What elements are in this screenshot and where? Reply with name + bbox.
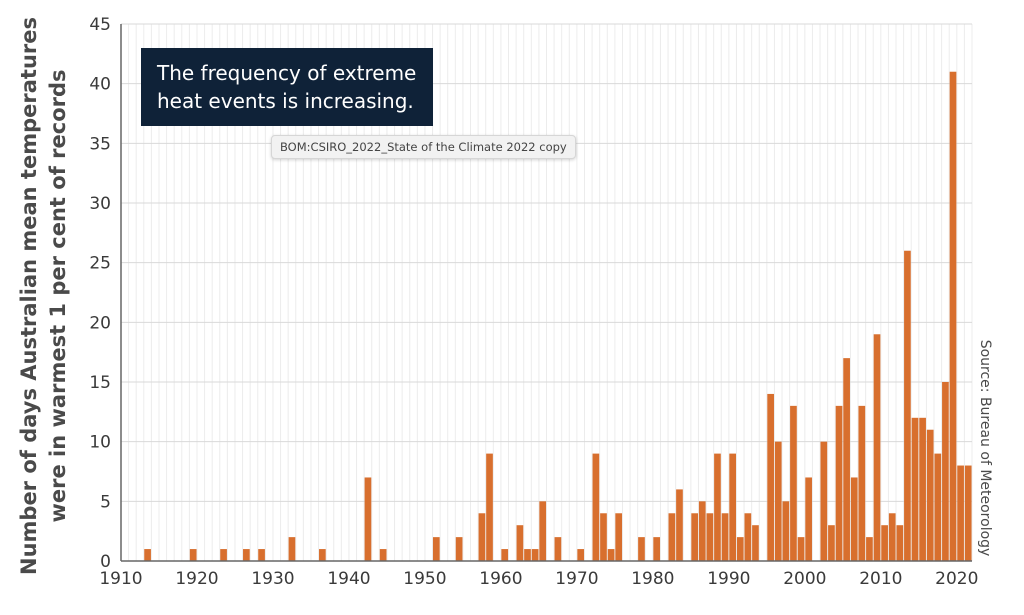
x-tick-label: 2010 [859, 569, 902, 589]
y-tick-label: 20 [89, 313, 111, 333]
y-tick-label: 5 [100, 492, 111, 512]
bar [934, 453, 942, 561]
bar [524, 549, 531, 561]
grid-lines [120, 23, 973, 562]
x-tick-label: 1990 [707, 569, 750, 589]
bar [288, 537, 296, 561]
bar [873, 334, 881, 561]
axes [120, 24, 972, 562]
y-tick-label: 15 [89, 373, 111, 393]
bar [220, 549, 227, 561]
bar [911, 417, 919, 561]
bar [714, 453, 721, 561]
y-tick-label: 35 [89, 134, 111, 154]
bar [774, 441, 782, 561]
bar [676, 489, 683, 561]
x-tick-label: 1980 [631, 569, 674, 589]
file-name-tag: BOM:CSIRO_2022_State of the Climate 2022… [271, 135, 576, 159]
callout-line-2: heat events is increasing. [157, 89, 414, 113]
y-axis-label-line2: were in warmest 1 per cent of records [46, 69, 70, 522]
bar [516, 525, 524, 561]
bar [850, 477, 858, 561]
x-tick-label: 1960 [479, 569, 522, 589]
bar [501, 549, 509, 561]
x-tick-label: 1970 [555, 569, 598, 589]
x-tick-label: 1920 [175, 569, 218, 589]
bar [243, 549, 250, 561]
bars [144, 71, 972, 561]
tick-labels: 1910 1920 1930 1940 1950 1960 1970 1980 1990 2000… [89, 15, 978, 589]
bar [607, 549, 615, 561]
bar [638, 537, 645, 561]
y-tick-label: 0 [100, 552, 111, 572]
bar [957, 465, 964, 561]
bar [782, 501, 790, 561]
bar [858, 405, 866, 561]
bar [364, 477, 372, 561]
bar [790, 405, 797, 561]
bar [767, 393, 774, 561]
bar [691, 513, 699, 561]
callout-line-1: The frequency of extreme [157, 61, 417, 85]
bar [531, 549, 539, 561]
headline-callout: The frequency of extreme heat events is … [141, 48, 433, 126]
x-tick-label: 1950 [403, 569, 446, 589]
bar [888, 513, 896, 561]
bar [189, 549, 197, 561]
bar [592, 453, 600, 561]
bar [653, 537, 661, 561]
bar [379, 549, 387, 561]
source-label: Source: Bureau of Meteorology [977, 340, 993, 557]
bar [828, 525, 835, 561]
bar [881, 525, 888, 561]
bar [258, 549, 265, 561]
bar [949, 71, 957, 561]
bar [554, 537, 562, 561]
bar [736, 537, 744, 561]
bar [432, 537, 440, 561]
bar [752, 525, 759, 561]
bar [866, 537, 873, 561]
bar [729, 453, 736, 561]
bar [600, 513, 607, 561]
bar [478, 513, 486, 561]
bar [706, 513, 714, 561]
bar [926, 429, 934, 561]
x-tick-label: 1910 [99, 569, 142, 589]
y-tick-label: 10 [89, 433, 111, 453]
bar [797, 537, 805, 561]
bar [721, 513, 729, 561]
bar [896, 525, 904, 561]
x-tick-label: 1930 [251, 569, 294, 589]
bar [919, 417, 926, 561]
x-tick-label: 1940 [327, 569, 370, 589]
bar [577, 549, 585, 561]
x-tick-label: 2000 [783, 569, 826, 589]
y-axis-label-line1: Number of days Australian mean temperatu… [17, 17, 41, 575]
bar [486, 453, 493, 561]
bar [904, 250, 911, 561]
bar [835, 405, 843, 561]
bar [805, 477, 812, 561]
y-tick-label: 45 [89, 15, 111, 35]
y-tick-label: 40 [89, 75, 111, 95]
bar [615, 513, 623, 561]
bar [942, 382, 949, 561]
bar [843, 358, 850, 561]
bar [144, 549, 151, 561]
bar [698, 501, 706, 561]
bar [964, 465, 972, 561]
x-tick-label: 2020 [935, 569, 978, 589]
bar [820, 441, 828, 561]
bar [455, 537, 463, 561]
bar [319, 549, 326, 561]
y-tick-label: 30 [89, 194, 111, 214]
bar [539, 501, 547, 561]
y-tick-label: 25 [89, 254, 111, 274]
bar [744, 513, 752, 561]
bar [668, 513, 676, 561]
